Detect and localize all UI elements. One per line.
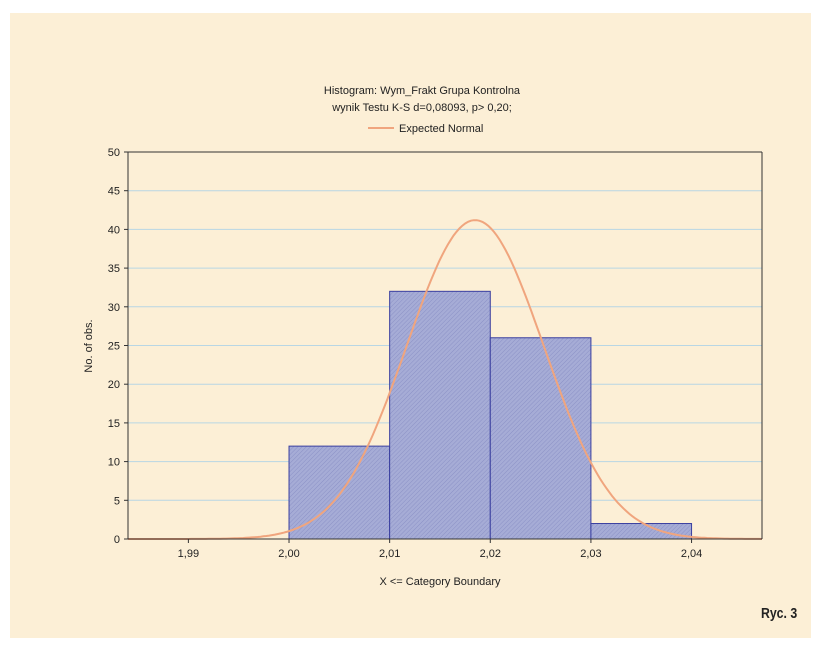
x-axis-label: X <= Category Boundary [379,576,501,588]
x-tick-label: 2,04 [681,548,702,560]
y-tick-label: 30 [108,302,120,314]
x-tick-label: 2,03 [580,548,601,560]
y-tick-label: 35 [108,263,120,275]
expected-normal-curve [128,219,763,540]
y-tick-label: 15 [108,418,120,430]
histogram-bar [489,337,592,540]
histogram-bar [389,290,491,540]
x-tick-label: 1,99 [178,548,199,560]
y-tick-label: 40 [108,224,120,236]
legend-label-expected-normal: Expected Normal [399,123,483,135]
y-tick-label: 20 [108,379,120,391]
x-tick-label: 2,01 [379,548,400,560]
figure-panel: Histogram: Wym_Frakt Grupa Kontrolna wyn… [10,13,811,638]
y-tick-label: 0 [114,534,120,546]
histogram-bar [590,523,693,540]
y-tick-label: 10 [108,457,120,469]
bars [288,290,693,540]
x-tick-label: 2,02 [480,548,501,560]
chart-title: Histogram: Wym_Frakt Grupa Kontrolna [324,85,521,97]
y-tick-label: 45 [108,186,120,198]
y-axis-ticks: 0 5 10 15 20 25 30 35 40 45 50 [108,147,128,546]
y-tick-label: 25 [108,341,120,353]
x-tick-label: 2,00 [278,548,299,560]
chart-subtitle: wynik Testu K-S d=0,08093, p> 0,20; [331,102,512,114]
x-axis-ticks: 1,99 2,00 2,01 2,02 2,03 2,04 [178,539,702,560]
y-tick-label: 50 [108,147,120,159]
histogram-chart: Histogram: Wym_Frakt Grupa Kontrolna wyn… [83,85,763,588]
figure-caption: Ryc. 3 [760,605,797,622]
y-axis-label: No. of obs. [83,319,95,372]
y-tick-label: 5 [114,495,120,507]
